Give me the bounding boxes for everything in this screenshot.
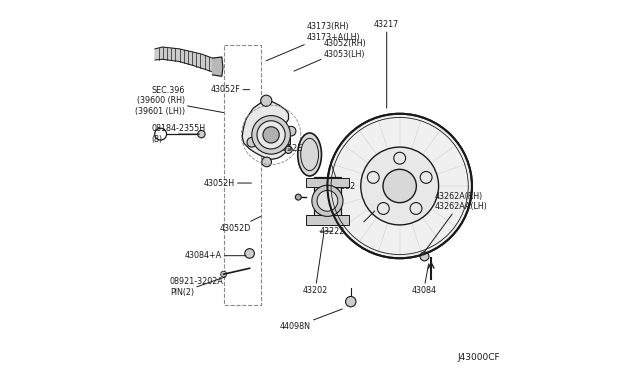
Circle shape: [316, 191, 321, 196]
Text: 43173(RH)
43173+A(LH): 43173(RH) 43173+A(LH): [266, 22, 361, 61]
Circle shape: [367, 171, 379, 183]
Text: 43232: 43232: [320, 182, 356, 190]
Circle shape: [198, 131, 205, 138]
Text: 08184-2355H
(8): 08184-2355H (8): [152, 124, 205, 144]
Circle shape: [394, 152, 406, 164]
Text: 08921-3202A
PIN(2): 08921-3202A PIN(2): [170, 277, 225, 296]
Polygon shape: [212, 57, 223, 76]
Circle shape: [247, 137, 257, 147]
Circle shape: [295, 194, 301, 200]
Circle shape: [285, 146, 292, 153]
Circle shape: [317, 190, 338, 211]
FancyBboxPatch shape: [314, 177, 340, 224]
Text: J43000CF: J43000CF: [457, 353, 500, 362]
Circle shape: [244, 248, 255, 258]
FancyBboxPatch shape: [306, 215, 349, 225]
Circle shape: [328, 187, 333, 192]
Circle shape: [260, 95, 272, 106]
Text: 43202: 43202: [303, 234, 328, 295]
Circle shape: [410, 203, 422, 214]
Text: 43084: 43084: [412, 264, 436, 295]
Polygon shape: [242, 102, 291, 159]
Circle shape: [328, 114, 472, 258]
Ellipse shape: [298, 133, 321, 176]
Circle shape: [263, 127, 279, 143]
Text: 44098N: 44098N: [280, 309, 342, 331]
Text: 43052D: 43052D: [220, 217, 260, 233]
Circle shape: [286, 126, 296, 136]
Circle shape: [328, 209, 333, 215]
Circle shape: [312, 185, 343, 217]
Circle shape: [221, 271, 227, 277]
Circle shape: [378, 203, 389, 214]
Text: 43084+A: 43084+A: [185, 251, 246, 260]
Text: SEC.396
(39600 (RH)
(39601 (LH)): SEC.396 (39600 (RH) (39601 (LH)): [134, 86, 223, 116]
Circle shape: [420, 171, 432, 183]
Circle shape: [346, 296, 356, 307]
Circle shape: [252, 116, 291, 154]
Text: 43052(RH)
43053(LH): 43052(RH) 43053(LH): [294, 39, 367, 71]
Circle shape: [262, 157, 271, 167]
Circle shape: [383, 169, 417, 203]
Circle shape: [257, 121, 285, 149]
Text: 43217: 43217: [374, 20, 399, 108]
Circle shape: [316, 205, 321, 211]
Polygon shape: [155, 47, 218, 75]
FancyBboxPatch shape: [306, 178, 349, 187]
Text: 43052H: 43052H: [204, 179, 252, 187]
Text: 43262A(RH)
43262AA(LH): 43262A(RH) 43262AA(LH): [424, 192, 488, 253]
Text: 43052E: 43052E: [273, 144, 303, 153]
Text: 43052F: 43052F: [211, 85, 250, 94]
Circle shape: [337, 198, 342, 203]
Text: 43222: 43222: [320, 227, 346, 236]
Circle shape: [361, 147, 438, 225]
Circle shape: [420, 252, 429, 261]
